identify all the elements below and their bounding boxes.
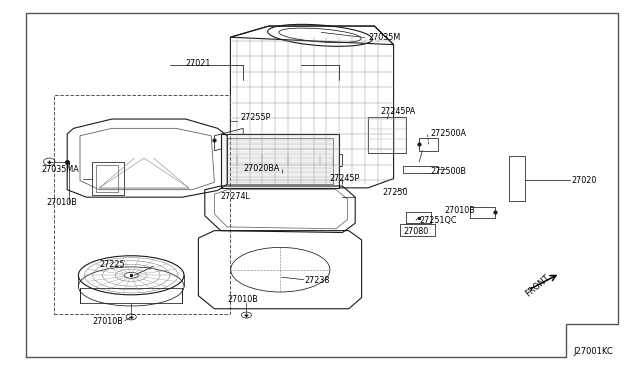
- Bar: [54, 95, 230, 314]
- Text: 27238: 27238: [304, 276, 330, 285]
- Text: 27245PA: 27245PA: [381, 107, 416, 116]
- Text: 272500A: 272500A: [430, 129, 466, 138]
- Text: 272500B: 272500B: [430, 167, 466, 176]
- Text: 27250: 27250: [382, 188, 408, 197]
- Bar: [80, 288, 182, 303]
- Bar: [509, 156, 525, 201]
- Text: 27010B: 27010B: [445, 206, 476, 215]
- Text: 27255P: 27255P: [240, 113, 270, 122]
- Bar: [406, 212, 431, 223]
- Bar: [96, 165, 118, 192]
- Text: 27020BA: 27020BA: [243, 164, 280, 173]
- Text: 27274L: 27274L: [221, 192, 251, 201]
- Bar: [470, 207, 495, 218]
- Bar: [221, 134, 339, 188]
- Text: 27020: 27020: [572, 176, 597, 185]
- Text: 27010B: 27010B: [47, 198, 77, 207]
- Text: FRONT: FRONT: [524, 273, 551, 298]
- Text: 27080: 27080: [403, 227, 428, 236]
- Bar: [227, 138, 333, 184]
- Text: J27001KC: J27001KC: [573, 347, 613, 356]
- Text: 27251QC: 27251QC: [419, 216, 457, 225]
- Bar: [400, 224, 435, 236]
- Text: 27021: 27021: [186, 60, 211, 68]
- Text: 27035MA: 27035MA: [42, 165, 79, 174]
- Text: 27225: 27225: [99, 260, 125, 269]
- Text: 27010B: 27010B: [93, 317, 124, 326]
- Bar: [92, 162, 124, 195]
- Text: 27010B: 27010B: [227, 295, 258, 304]
- Text: 27245P: 27245P: [330, 174, 360, 183]
- Text: 27035M: 27035M: [368, 33, 400, 42]
